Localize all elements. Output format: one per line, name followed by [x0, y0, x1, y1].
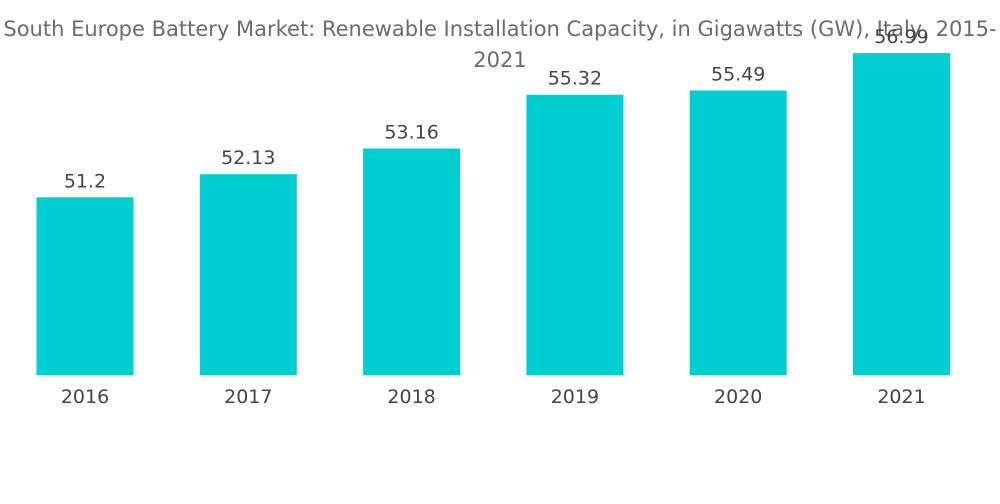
value-label-2016: 51.2	[64, 170, 106, 192]
bar-2017	[199, 174, 297, 375]
bar-2019	[526, 94, 624, 375]
bar-2016	[36, 197, 134, 375]
value-labels-layer: 51.2 52.13 53.16 55.32 55.49 56.99	[64, 26, 929, 192]
x-tick-label-2016: 2016	[61, 386, 109, 408]
value-label-2019: 55.32	[548, 68, 602, 90]
bar-2020	[689, 90, 787, 375]
value-label-2020: 55.49	[711, 64, 765, 86]
x-tick-label-2017: 2017	[224, 386, 272, 408]
x-axis-tick-labels: 2016 2017 2018 2019 2020 2021	[61, 386, 926, 408]
value-label-2018: 53.16	[384, 122, 438, 144]
x-tick-label-2018: 2018	[387, 386, 435, 408]
x-tick-label-2019: 2019	[551, 386, 599, 408]
chart-title: South Europe Battery Market: Renewable I…	[3, 17, 997, 72]
bars-layer	[36, 53, 950, 375]
bar-2021	[853, 53, 950, 375]
value-label-2017: 52.13	[221, 147, 275, 169]
bar-2018	[363, 148, 461, 375]
x-tick-label-2021: 2021	[877, 386, 925, 408]
value-label-2021: 56.99	[874, 26, 928, 48]
x-tick-label-2020: 2020	[714, 386, 762, 408]
